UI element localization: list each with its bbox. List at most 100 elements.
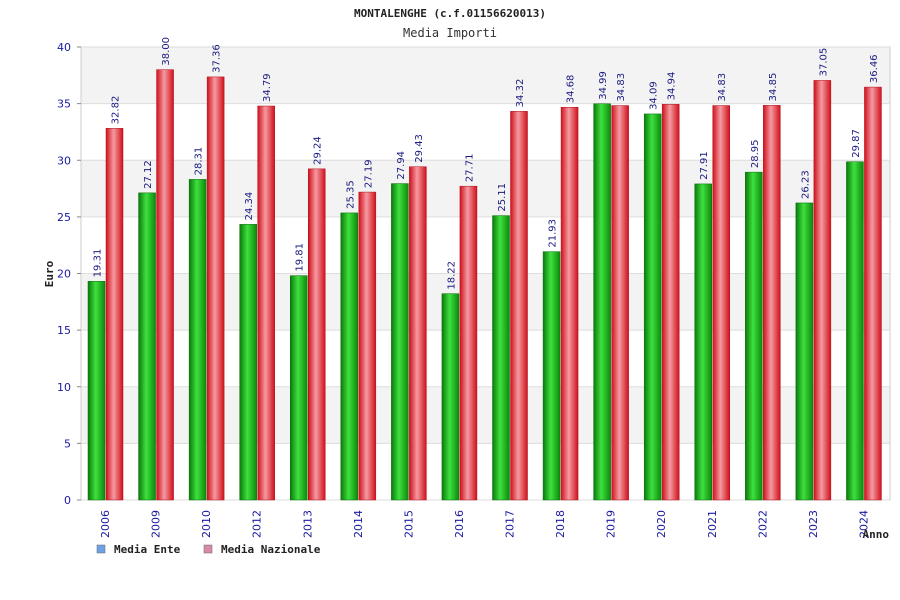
value-label: 37.05 — [818, 48, 829, 77]
x-tick-label: 2020 — [655, 510, 668, 538]
bar-media-nazionale-2015 — [409, 166, 427, 501]
bar-media-ente-2016 — [441, 293, 460, 501]
x-tick-label: 2017 — [504, 510, 517, 538]
x-tick-label: 2019 — [605, 510, 618, 538]
value-label: 34.09 — [649, 81, 660, 110]
bars — [87, 69, 882, 501]
y-axis-label: Euro — [43, 260, 56, 287]
bar-media-ente-2020 — [643, 113, 662, 501]
value-label: 27.19 — [363, 159, 374, 188]
bar-media-nazionale-2023 — [813, 80, 832, 501]
bar-media-nazionale-2019 — [611, 105, 629, 501]
bar-media-nazionale-2013 — [308, 168, 326, 501]
value-label: 27.71 — [464, 154, 475, 183]
x-tick-label: 2012 — [251, 510, 264, 538]
x-tick-label: 2024 — [857, 510, 870, 538]
value-label: 36.46 — [869, 54, 880, 83]
bar-media-ente-2014 — [340, 212, 359, 501]
value-label: 34.85 — [768, 73, 779, 102]
value-label: 27.12 — [143, 160, 154, 189]
value-label: 34.83 — [717, 73, 728, 102]
bar-media-nazionale-2024 — [864, 86, 882, 501]
y-tick-label: 15 — [57, 324, 71, 337]
x-tick-label: 2015 — [402, 510, 415, 538]
x-tick-label: 2006 — [99, 510, 112, 538]
value-label: 18.22 — [446, 261, 457, 290]
value-label: 25.35 — [345, 180, 356, 209]
value-label: 28.31 — [194, 147, 205, 176]
bar-media-ente-2018 — [542, 251, 561, 501]
bar-media-ente-2012 — [239, 224, 257, 501]
x-tick-label: 2023 — [807, 510, 820, 538]
bar-media-ente-2013 — [290, 275, 308, 501]
x-axis-label: Anno — [863, 528, 890, 541]
x-tick-label: 2013 — [301, 510, 314, 538]
bar-media-ente-2022 — [745, 171, 763, 501]
chart-title: MONTALENGHE (c.f.01156620013) — [354, 7, 546, 20]
legend-swatch-media-ente — [96, 544, 106, 554]
bar-media-nazionale-2017 — [510, 111, 528, 501]
x-axis-ticks: 2006 2009 2010 2012 2013 2014 2015 2016 2017 2018… — [99, 510, 870, 538]
x-tick-label: 2021 — [706, 510, 719, 538]
x-tick-label: 2018 — [554, 510, 567, 538]
bar-media-ente-2021 — [694, 183, 712, 501]
value-label: 27.94 — [396, 151, 407, 180]
value-label: 34.83 — [616, 73, 627, 102]
y-tick-label: 25 — [57, 211, 71, 224]
bar-media-ente-2017 — [492, 215, 510, 501]
x-tick-label: 2010 — [200, 510, 213, 538]
bar-media-ente-2010 — [188, 179, 207, 501]
y-tick-label: 10 — [57, 381, 71, 394]
y-tick-label: 20 — [57, 268, 71, 281]
value-label: 29.43 — [414, 134, 425, 163]
y-axis-ticks: 0 5 10 15 20 25 30 35 40 — [57, 41, 81, 507]
value-label: 21.93 — [548, 219, 559, 248]
bar-media-ente-2024 — [846, 161, 864, 501]
value-label: 32.82 — [111, 96, 122, 125]
bar-media-ente-2019 — [593, 103, 611, 501]
value-label: 28.95 — [750, 140, 761, 169]
x-tick-label: 2009 — [150, 510, 163, 538]
value-label: 29.24 — [313, 136, 324, 165]
value-label: 38.00 — [161, 37, 172, 66]
bar-media-nazionale-2018 — [560, 106, 579, 501]
x-tick-label: 2014 — [352, 510, 365, 538]
bar-media-ente-2009 — [138, 192, 156, 501]
value-label: 34.68 — [566, 75, 577, 104]
value-label: 34.32 — [515, 79, 526, 108]
legend: Media Ente Media Nazionale — [96, 543, 321, 556]
value-labels: 19.31 32.82 27.12 38.00 28.31 37.36 24.34 34.79… — [93, 37, 880, 290]
x-tick-label: 2016 — [453, 510, 466, 538]
value-label: 19.31 — [93, 249, 104, 278]
value-label: 26.23 — [800, 170, 811, 199]
bar-media-ente-2023 — [795, 202, 814, 501]
y-tick-label: 5 — [64, 437, 71, 450]
legend-label-media-ente: Media Ente — [114, 543, 181, 556]
value-label: 34.99 — [598, 71, 609, 100]
bar-media-nazionale-2021 — [712, 105, 730, 501]
legend-label-media-nazionale: Media Nazionale — [221, 543, 321, 556]
bar-media-ente-2015 — [391, 183, 409, 501]
value-label: 25.11 — [497, 183, 508, 212]
value-label: 19.81 — [295, 243, 306, 272]
bar-media-nazionale-2012 — [257, 105, 275, 501]
x-tick-label: 2022 — [756, 510, 769, 538]
bar-media-nazionale-2014 — [358, 191, 377, 501]
bar-media-nazionale-2020 — [661, 104, 680, 501]
value-label: 34.94 — [667, 72, 678, 101]
value-label: 24.34 — [244, 192, 255, 221]
bar-media-ente-2006 — [87, 281, 106, 501]
bar-media-nazionale-2006 — [105, 128, 124, 501]
bar-media-nazionale-2022 — [763, 105, 781, 501]
bar-media-nazionale-2010 — [206, 76, 225, 501]
bar-media-nazionale-2009 — [156, 69, 174, 501]
value-label: 34.79 — [262, 73, 273, 102]
y-tick-label: 40 — [57, 41, 71, 54]
y-tick-label: 35 — [57, 98, 71, 111]
legend-swatch-media-nazionale — [203, 544, 213, 554]
value-label: 27.91 — [699, 151, 710, 180]
y-tick-label: 30 — [57, 154, 71, 167]
chart-subtitle: Media Importi — [403, 26, 497, 40]
value-label: 29.87 — [851, 129, 862, 158]
